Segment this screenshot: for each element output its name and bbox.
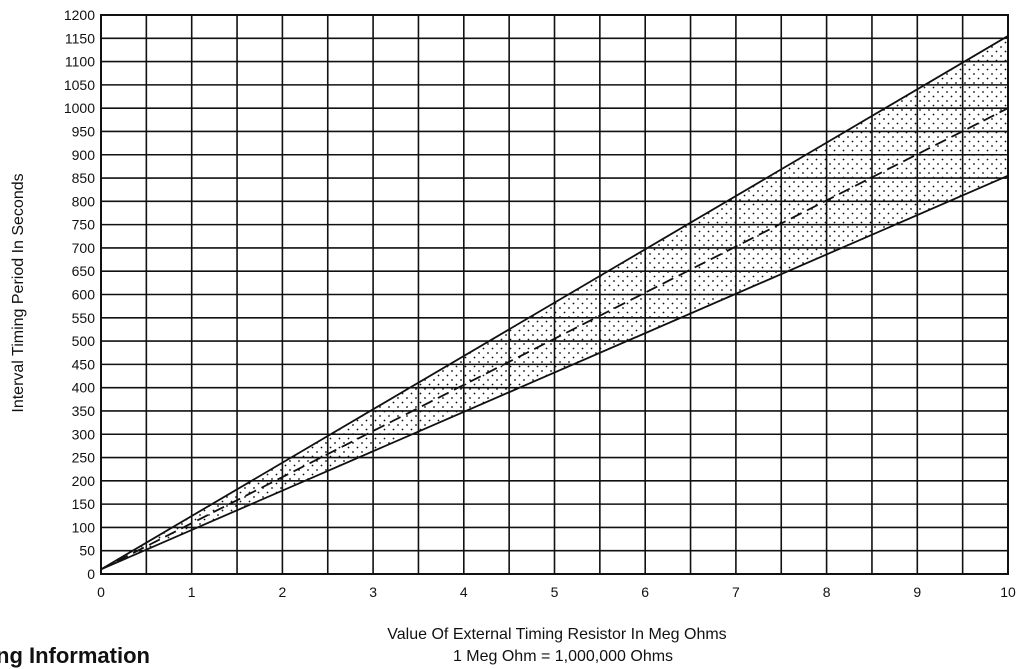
- y-tick-label: 50: [79, 543, 95, 559]
- x-tick-label: 5: [551, 584, 559, 600]
- y-tick-label: 1200: [64, 7, 95, 23]
- y-tick-label: 350: [72, 403, 96, 419]
- plot-frame: [100, 14, 1009, 575]
- y-tick-label: 400: [72, 380, 96, 396]
- upper-limit-line: [100, 35, 1009, 571]
- y-tick-label: 650: [72, 263, 96, 279]
- x-axis-title: Value Of External Timing Resistor In Meg…: [387, 626, 726, 643]
- y-tick-label: 100: [72, 519, 96, 535]
- x-tick-label: 10: [1000, 584, 1016, 600]
- x-axis-note: 1 Meg Ohm = 1,000,000 Ohms: [453, 648, 673, 665]
- y-tick-labels: 0 50 100 150 200 250 300 350 400 450 500 550 600 650 7…: [64, 7, 95, 582]
- y-tick-label: 550: [72, 310, 96, 326]
- x-tick-label: 1: [188, 584, 196, 600]
- nominal-line: [100, 107, 1009, 571]
- y-tick-label: 1150: [65, 30, 95, 46]
- y-tick-label: 700: [72, 240, 96, 256]
- section-heading: ng Information: [0, 643, 150, 668]
- y-tick-label: 250: [72, 450, 96, 466]
- x-tick-label: 7: [732, 584, 740, 600]
- series-lines: [100, 35, 1009, 571]
- y-tick-label: 0: [87, 566, 95, 582]
- y-tick-label: 750: [72, 217, 96, 233]
- y-tick-label: 600: [72, 287, 96, 303]
- y-tick-label: 950: [72, 123, 96, 139]
- y-tick-label: 300: [72, 426, 96, 442]
- x-tick-label: 9: [913, 584, 921, 600]
- x-tick-label: 8: [823, 584, 831, 600]
- y-tick-label: 200: [72, 473, 96, 489]
- x-tick-label: 3: [369, 584, 377, 600]
- y-tick-label: 900: [72, 147, 96, 163]
- y-tick-label: 850: [72, 170, 96, 186]
- y-tick-label: 500: [72, 333, 96, 349]
- x-tick-label: 2: [279, 584, 287, 600]
- y-tick-label: 150: [72, 496, 96, 512]
- y-tick-label: 450: [72, 356, 96, 372]
- x-tick-labels: 0 1 2 3 4 5 6 7 8 9 10: [97, 584, 1016, 600]
- x-tick-label: 6: [641, 584, 649, 600]
- y-tick-label: 1100: [65, 54, 95, 70]
- y-tick-label: 1050: [64, 77, 95, 93]
- x-tick-label: 0: [97, 584, 105, 600]
- x-tick-label: 4: [460, 584, 468, 600]
- y-tick-label: 1000: [64, 100, 95, 116]
- lower-limit-line: [100, 174, 1009, 571]
- y-axis-title: Interval Timing Period In Seconds: [10, 173, 27, 412]
- plot-border: [100, 14, 1009, 575]
- y-tick-label: 800: [72, 193, 96, 209]
